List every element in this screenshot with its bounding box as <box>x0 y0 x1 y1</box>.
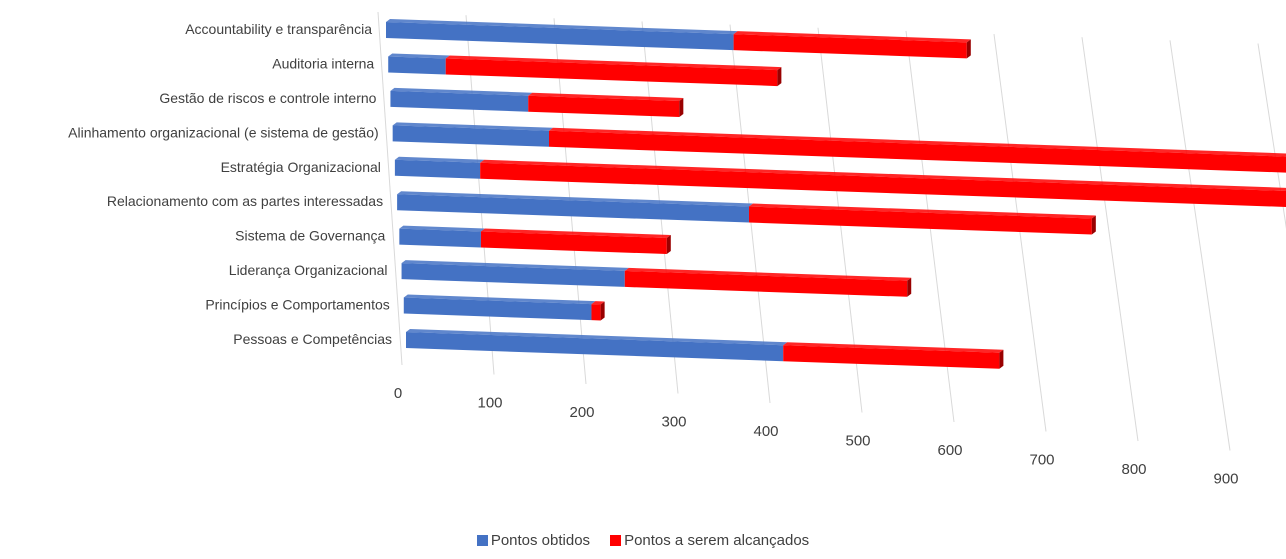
legend-item-obtidos: Pontos obtidos <box>476 532 591 549</box>
x-tick-label: 500 <box>845 433 870 450</box>
x-tick-label: 400 <box>753 423 778 440</box>
bar-segment <box>748 206 1092 235</box>
bar-segment-top <box>591 301 605 305</box>
bar-segment-top <box>549 127 1286 157</box>
bar-segment-top <box>397 191 753 207</box>
category-label: Accountability e transparência <box>185 21 372 37</box>
x-axis-ticks: 01002003004005006007008009001000 <box>394 385 1239 488</box>
bar-segment <box>480 162 1286 207</box>
legend-item-alcancados: Pontos a serem alcançados <box>610 532 809 549</box>
bar-segment <box>528 95 680 117</box>
bar-segment <box>445 58 778 87</box>
bar-segment <box>549 130 1286 173</box>
bar-segment <box>394 159 481 179</box>
bar-segment-top <box>386 19 738 35</box>
x-tick-label: 300 <box>661 414 686 431</box>
x-tick-label: 700 <box>1029 452 1054 469</box>
x-tick-label: 200 <box>569 404 594 421</box>
gridline <box>1081 37 1139 442</box>
bar-end-cap <box>600 301 605 321</box>
legend: Pontos obtidos Pontos a serem alcançados <box>0 532 1286 549</box>
bar-segment <box>399 228 481 248</box>
bar-end-cap <box>999 349 1004 369</box>
bar-segment-top <box>388 53 450 59</box>
bars <box>386 19 1286 369</box>
category-labels: Accountability e transparência Auditoria … <box>68 21 392 347</box>
bar-segment <box>386 22 734 51</box>
bar-segment <box>480 231 667 255</box>
category-label: Relacionamento com as partes interessada… <box>107 193 383 209</box>
bar-end-cap <box>666 235 671 255</box>
bar-segment <box>591 304 601 321</box>
x-tick-label: 0 <box>394 385 402 402</box>
gridline <box>993 33 1047 432</box>
bar-segment <box>388 56 446 75</box>
bar-segment-top <box>480 159 1286 191</box>
bar-segment-top <box>399 225 485 232</box>
category-label: Pessoas e Competências <box>233 331 392 347</box>
bar-segment-top <box>406 329 788 346</box>
bar-segment <box>403 297 592 321</box>
bar-end-cap <box>966 39 971 59</box>
bar-segment-top <box>783 342 1004 353</box>
legend-label-alcancados: Pontos a serem alcançados <box>624 532 810 549</box>
bar-end-cap <box>1091 215 1096 235</box>
bar-segment-top <box>480 228 671 239</box>
bar-segment-top <box>401 260 629 271</box>
bar-segment-top <box>394 156 485 163</box>
category-label: Auditoria interna <box>272 55 374 71</box>
bar-segment-top <box>390 87 533 96</box>
gridline <box>1257 43 1286 230</box>
bar-segment-top <box>748 203 1096 219</box>
bar-segment <box>624 270 908 297</box>
bar-end-cap <box>907 277 912 297</box>
category-label: Princípios e Comportamentos <box>205 297 389 313</box>
legend-label-obtidos: Pontos obtidos <box>490 532 591 549</box>
bar-segment-top <box>733 31 971 43</box>
bar-segment-top <box>624 267 912 281</box>
bar-end-cap <box>679 98 684 117</box>
category-label: Estratégia Organizacional <box>221 159 381 175</box>
category-label: Liderança Organizacional <box>229 262 388 278</box>
bar-segment <box>397 194 749 223</box>
bar-segment <box>392 125 549 147</box>
bar-segment <box>390 90 529 112</box>
bar-segment <box>401 263 625 287</box>
bar-segment-top <box>403 294 596 305</box>
legend-swatch-red <box>610 535 622 546</box>
bar-segment-top <box>528 92 684 101</box>
legend-swatch-blue <box>476 535 488 546</box>
category-label: Gestão de riscos e controle interno <box>159 90 376 106</box>
gridline <box>1169 40 1231 451</box>
bar-segment <box>783 345 1000 369</box>
bar-segment <box>406 332 784 362</box>
bar-segment-top <box>445 55 782 71</box>
x-tick-label: 600 <box>937 442 962 459</box>
bar-end-cap <box>777 67 782 87</box>
bar-segment-top <box>392 122 553 131</box>
category-label: Alinhamento organizacional (e sistema de… <box>68 124 379 140</box>
category-label: Sistema de Governança <box>235 228 385 244</box>
gridline <box>377 11 403 366</box>
x-tick-label: 800 <box>1121 461 1146 478</box>
bar-segment <box>733 34 967 59</box>
x-tick-label: 100 <box>477 395 502 412</box>
x-tick-label: 900 <box>1213 471 1238 488</box>
